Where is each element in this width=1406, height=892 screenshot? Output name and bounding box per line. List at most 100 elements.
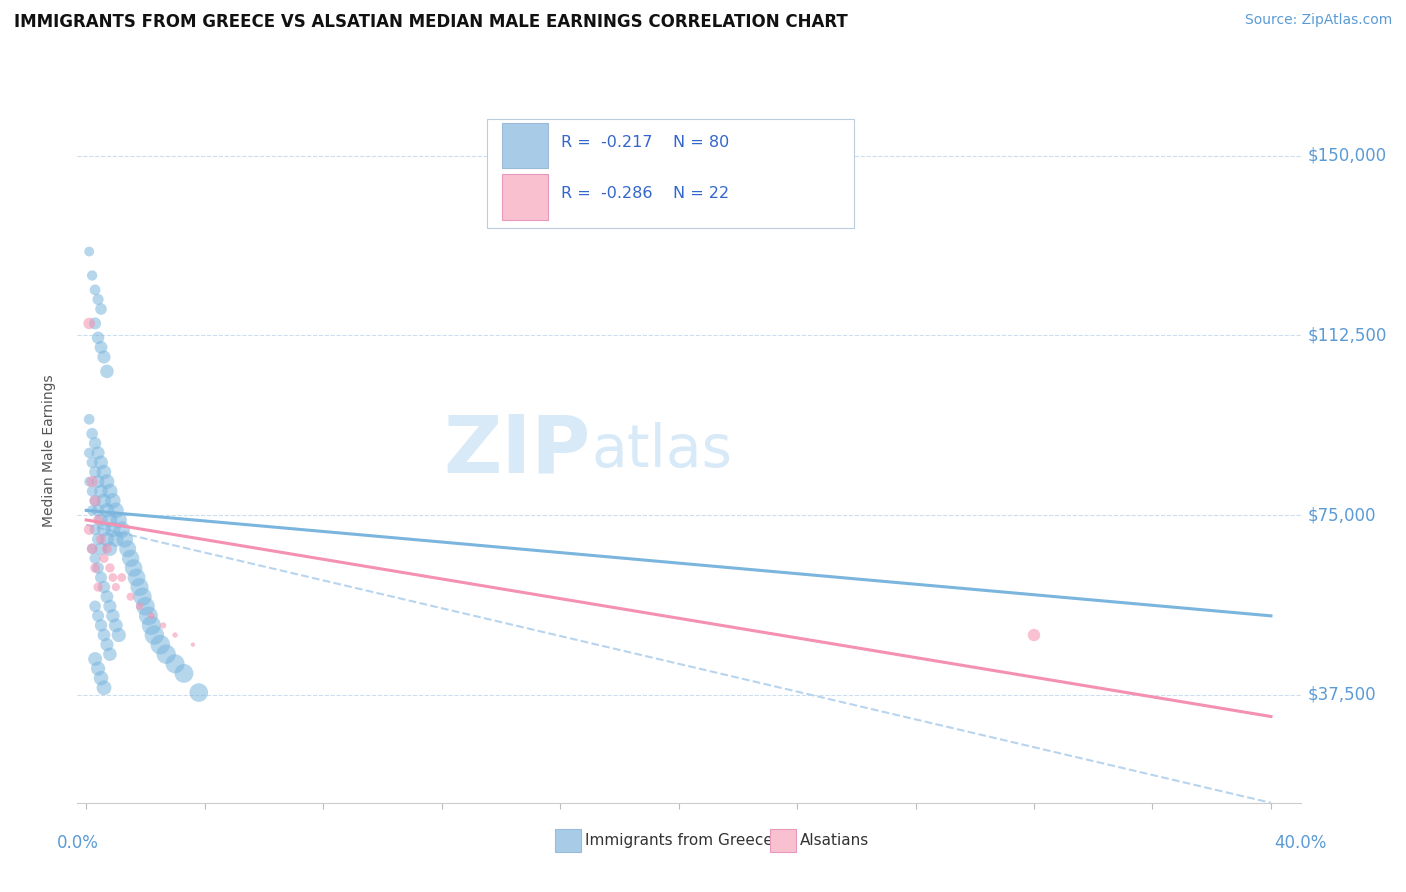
Point xyxy=(93,681,115,695)
Point xyxy=(101,608,124,623)
Point xyxy=(98,541,121,556)
Point xyxy=(152,618,174,632)
Point xyxy=(101,523,124,537)
Point xyxy=(131,590,153,604)
FancyBboxPatch shape xyxy=(486,120,853,228)
Point xyxy=(77,317,100,331)
Text: Alsatians: Alsatians xyxy=(800,833,869,847)
Point xyxy=(96,590,118,604)
Point xyxy=(90,340,112,354)
Point xyxy=(90,570,112,584)
Point xyxy=(128,580,150,594)
Point xyxy=(84,493,107,508)
Point xyxy=(98,561,121,575)
Point xyxy=(117,541,139,556)
Text: Immigrants from Greece: Immigrants from Greece xyxy=(585,833,773,847)
Point xyxy=(104,532,127,546)
Point xyxy=(90,541,112,556)
Point xyxy=(84,523,107,537)
Text: Source: ZipAtlas.com: Source: ZipAtlas.com xyxy=(1244,13,1392,28)
Point xyxy=(84,493,107,508)
Point xyxy=(84,317,107,331)
Point xyxy=(84,465,107,479)
Point xyxy=(90,671,112,685)
Point xyxy=(87,293,110,307)
Bar xyxy=(502,174,548,219)
Point xyxy=(96,541,118,556)
Text: 40.0%: 40.0% xyxy=(1274,834,1327,852)
Point xyxy=(82,541,104,556)
Point xyxy=(96,532,118,546)
Point xyxy=(90,484,112,499)
Text: IMMIGRANTS FROM GREECE VS ALSATIAN MEDIAN MALE EARNINGS CORRELATION CHART: IMMIGRANTS FROM GREECE VS ALSATIAN MEDIA… xyxy=(14,13,848,31)
Point xyxy=(98,599,121,614)
Point xyxy=(93,580,115,594)
Text: $150,000: $150,000 xyxy=(1308,146,1386,165)
Point xyxy=(165,628,187,642)
Point xyxy=(101,570,124,584)
Point xyxy=(125,570,148,584)
Point xyxy=(173,666,195,681)
Point xyxy=(111,523,134,537)
Point xyxy=(107,628,129,642)
Point xyxy=(96,475,118,489)
Text: R =  -0.286    N = 22: R = -0.286 N = 22 xyxy=(561,186,728,202)
Point xyxy=(93,350,115,364)
Point xyxy=(120,590,142,604)
Point xyxy=(82,426,104,441)
Point xyxy=(141,608,163,623)
Text: atlas: atlas xyxy=(591,422,733,479)
Point xyxy=(87,475,110,489)
Point xyxy=(77,412,100,426)
Text: 0.0%: 0.0% xyxy=(56,834,98,852)
Point xyxy=(149,638,172,652)
Point xyxy=(84,551,107,566)
Point xyxy=(84,652,107,666)
Point xyxy=(90,532,112,546)
Point xyxy=(104,618,127,632)
Point xyxy=(77,523,100,537)
Text: $112,500: $112,500 xyxy=(1308,326,1386,344)
Point xyxy=(87,662,110,676)
Point xyxy=(87,608,110,623)
Point xyxy=(87,561,110,575)
Y-axis label: Median Male Earnings: Median Male Earnings xyxy=(42,374,56,527)
Point xyxy=(181,638,204,652)
Point xyxy=(87,580,110,594)
Point xyxy=(107,513,129,527)
Point xyxy=(138,608,160,623)
Point xyxy=(122,561,145,575)
Point xyxy=(87,532,110,546)
Point xyxy=(120,551,142,566)
Point xyxy=(104,580,127,594)
Point xyxy=(77,446,100,460)
Point xyxy=(77,244,100,259)
Point xyxy=(165,657,187,671)
Point xyxy=(84,599,107,614)
Point xyxy=(82,475,104,489)
Point xyxy=(96,503,118,517)
Point xyxy=(101,493,124,508)
Point xyxy=(98,513,121,527)
Point xyxy=(187,685,209,699)
Point xyxy=(90,618,112,632)
Point xyxy=(93,465,115,479)
Point xyxy=(90,455,112,469)
Text: R =  -0.217    N = 80: R = -0.217 N = 80 xyxy=(561,135,728,150)
Point xyxy=(96,364,118,378)
Point xyxy=(82,455,104,469)
Point xyxy=(93,628,115,642)
Point xyxy=(90,513,112,527)
Text: $37,500: $37,500 xyxy=(1308,686,1376,704)
Point xyxy=(1022,628,1045,642)
Point xyxy=(87,446,110,460)
Point xyxy=(87,503,110,517)
Point xyxy=(93,551,115,566)
Point xyxy=(82,484,104,499)
Point xyxy=(128,599,150,614)
Bar xyxy=(502,122,548,169)
Point xyxy=(93,523,115,537)
Point xyxy=(104,503,127,517)
Point xyxy=(155,647,177,661)
Point xyxy=(90,301,112,316)
